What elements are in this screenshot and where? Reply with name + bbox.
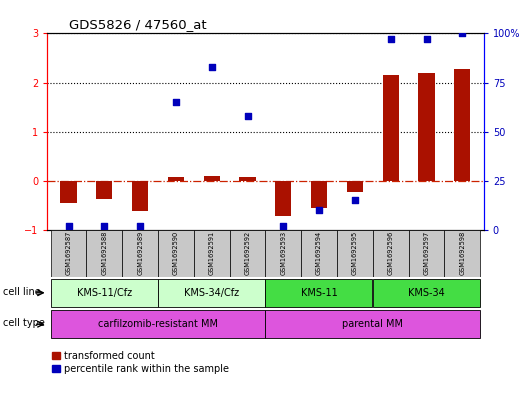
Bar — [266, 279, 372, 307]
Text: GSM1692587: GSM1692587 — [65, 230, 72, 275]
Bar — [418, 73, 435, 181]
Text: GDS5826 / 47560_at: GDS5826 / 47560_at — [69, 18, 207, 31]
Bar — [240, 177, 256, 181]
Text: GSM1692592: GSM1692592 — [245, 230, 251, 275]
Bar — [275, 181, 291, 216]
Point — [172, 99, 180, 105]
Bar — [132, 181, 148, 211]
Text: cell type: cell type — [3, 318, 44, 329]
Point — [243, 113, 252, 119]
Bar — [408, 230, 445, 277]
Text: GSM1692589: GSM1692589 — [137, 230, 143, 275]
Bar — [96, 181, 112, 199]
Bar — [373, 279, 480, 307]
Bar — [158, 279, 265, 307]
Bar — [194, 230, 230, 277]
Bar — [266, 310, 480, 338]
Point — [422, 36, 430, 42]
Bar — [51, 310, 265, 338]
Bar — [61, 181, 76, 203]
Bar — [373, 230, 408, 277]
Text: GSM1692596: GSM1692596 — [388, 230, 394, 275]
Bar — [311, 181, 327, 208]
Bar — [347, 181, 363, 191]
Text: GSM1692591: GSM1692591 — [209, 230, 215, 275]
Text: GSM1692597: GSM1692597 — [424, 230, 429, 275]
Bar — [454, 69, 470, 181]
Text: parental MM: parental MM — [343, 319, 403, 329]
Bar — [337, 230, 373, 277]
Bar — [122, 230, 158, 277]
Text: cell line: cell line — [3, 287, 40, 297]
Point — [386, 36, 395, 42]
Bar — [51, 230, 86, 277]
Point — [315, 207, 323, 213]
Bar — [230, 230, 266, 277]
Bar — [301, 230, 337, 277]
Point — [64, 223, 73, 229]
Text: carfilzomib-resistant MM: carfilzomib-resistant MM — [98, 319, 218, 329]
Legend: transformed count, percentile rank within the sample: transformed count, percentile rank withi… — [52, 351, 229, 374]
Text: KMS-11/Cfz: KMS-11/Cfz — [77, 288, 132, 298]
Text: KMS-34/Cfz: KMS-34/Cfz — [184, 288, 240, 298]
Bar — [51, 279, 157, 307]
Point — [351, 197, 359, 204]
Point — [100, 223, 109, 229]
Bar — [158, 230, 194, 277]
Text: GSM1692594: GSM1692594 — [316, 230, 322, 275]
Text: KMS-34: KMS-34 — [408, 288, 445, 298]
Bar — [266, 230, 301, 277]
Text: GSM1692598: GSM1692598 — [459, 230, 465, 275]
Text: GSM1692595: GSM1692595 — [352, 230, 358, 275]
Point — [136, 223, 144, 229]
Bar — [383, 75, 399, 181]
Text: GSM1692590: GSM1692590 — [173, 230, 179, 275]
Point — [279, 223, 288, 229]
Text: GSM1692593: GSM1692593 — [280, 230, 286, 275]
Bar — [203, 176, 220, 181]
Bar — [86, 230, 122, 277]
Point — [208, 64, 216, 70]
Bar — [168, 177, 184, 181]
Text: KMS-11: KMS-11 — [301, 288, 337, 298]
Point — [458, 30, 467, 37]
Text: GSM1692588: GSM1692588 — [101, 230, 107, 275]
Bar — [445, 230, 480, 277]
